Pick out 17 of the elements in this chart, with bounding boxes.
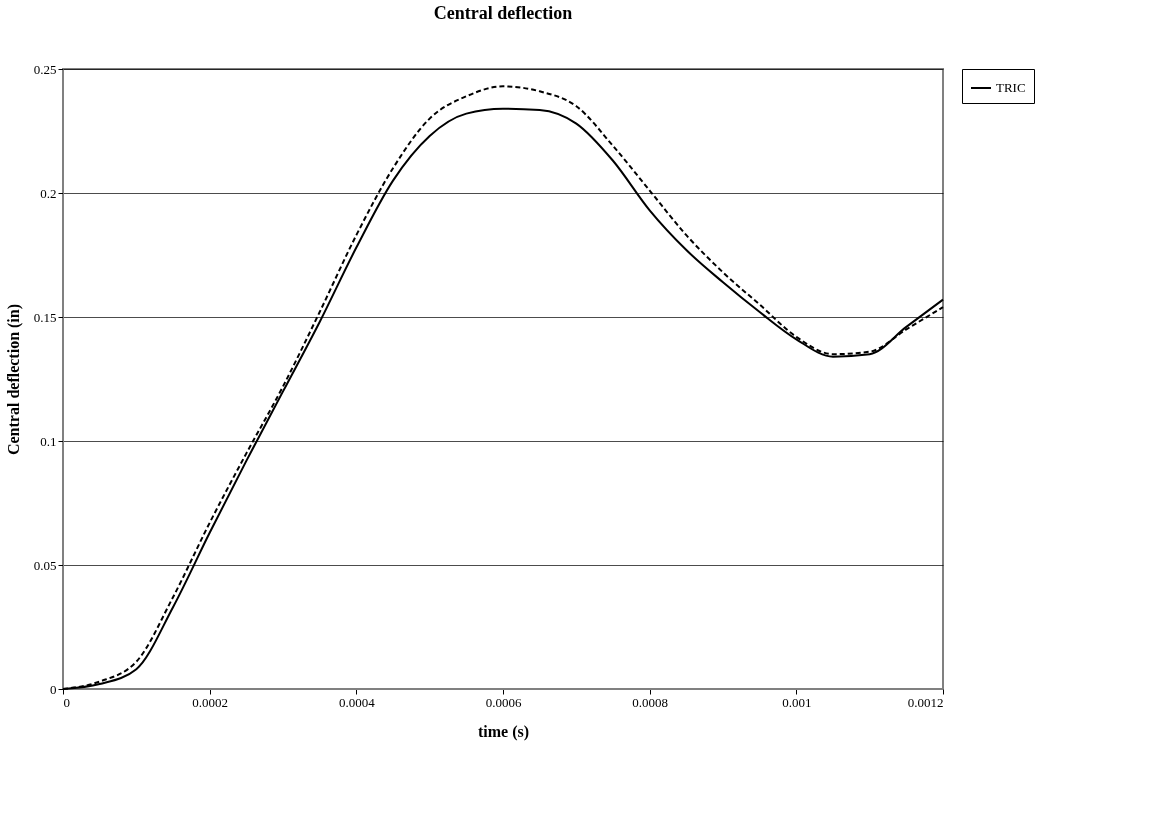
y-tick-label: 0.05 [33,557,57,573]
y-tick-label: 0.15 [33,309,57,325]
x-tick-label: 0.0012 [907,694,944,710]
x-tick-label: 0.001 [782,694,812,710]
y-tick-label: 0.1 [40,433,57,449]
x-tick-label: 0.0006 [485,694,522,710]
x-tick-label: 0.0002 [192,694,229,710]
y-tick-label: 0 [50,681,57,697]
y-axis-title: Central deflection (in) [4,303,23,456]
y-tick-label: 0.2 [40,185,57,201]
chart-title: Central deflection [433,3,573,23]
x-tick-label: 0 [63,694,70,710]
x-axis-title: time (s) [477,722,530,741]
x-tick-label: 0.0008 [632,694,669,710]
legend-label: TRIC [996,80,1026,95]
x-tick-label: 0.0004 [338,694,376,710]
y-tick-label: 0.25 [33,61,57,77]
